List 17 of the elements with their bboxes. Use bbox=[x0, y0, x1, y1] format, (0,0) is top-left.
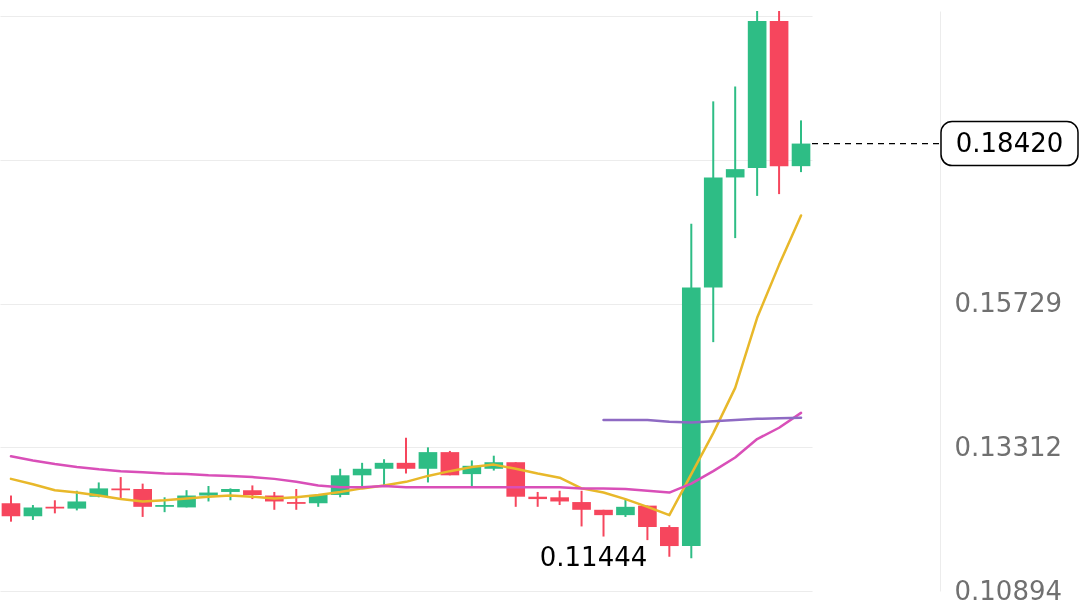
candlestick bbox=[660, 524, 679, 558]
line-series bbox=[9, 411, 803, 494]
candlestick bbox=[396, 436, 416, 475]
ref-line-label: 0.18420 bbox=[955, 127, 1064, 158]
candlestick bbox=[572, 489, 591, 528]
y-tick-label: 0.15729 bbox=[954, 288, 1063, 319]
candlestick bbox=[286, 487, 306, 511]
candlestick bbox=[594, 508, 613, 538]
candlestick bbox=[725, 85, 745, 240]
candlestick bbox=[791, 119, 811, 174]
y-tick-label: 0.10894 bbox=[954, 575, 1063, 606]
candlestick bbox=[418, 446, 438, 484]
candlestick bbox=[1, 494, 21, 523]
annotation: 0.11444 bbox=[539, 542, 648, 573]
candlestick bbox=[638, 504, 657, 542]
y-tick-label: 0.13312 bbox=[954, 431, 1063, 462]
candlestick bbox=[111, 476, 131, 501]
